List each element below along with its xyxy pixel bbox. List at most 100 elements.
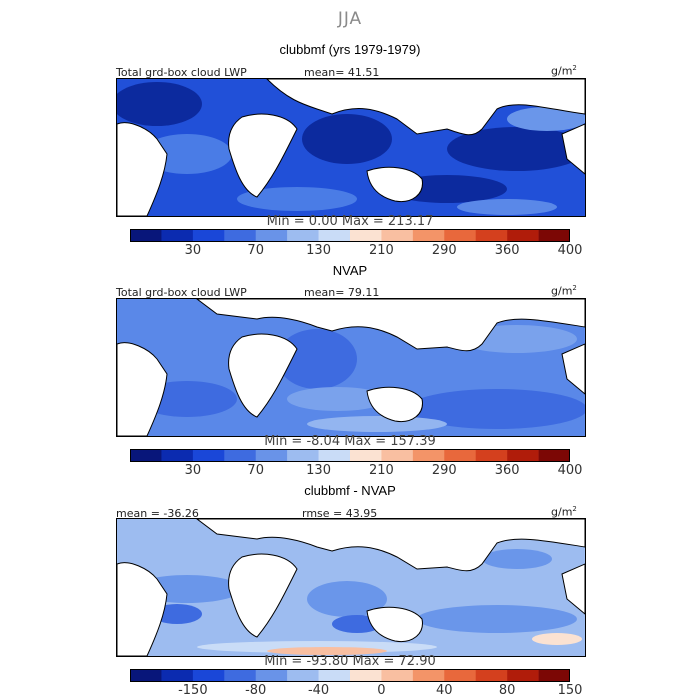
panel-3-map [116, 518, 586, 657]
colorbar-swatch [507, 449, 539, 462]
colorbar-swatch [318, 669, 351, 682]
map-field-dark-pacific [447, 127, 585, 171]
colorbar-swatch [444, 449, 477, 462]
colorbar-swatch [287, 669, 319, 682]
colorbar-swatch [412, 229, 445, 242]
colorbar-swatch [130, 669, 162, 682]
panel-3-minmax: Min = -93.80 Max = 72.90 [264, 654, 436, 669]
map-land-americas [117, 342, 168, 436]
colorbar-swatch [381, 449, 414, 462]
panel-2-units: g/m2 [551, 284, 577, 298]
map-land-eurasia [266, 79, 585, 136]
colorbar-swatch [507, 669, 539, 682]
colorbar-tick-label: 30 [184, 243, 202, 258]
colorbar-swatch [192, 449, 225, 462]
panel-2-map [116, 298, 586, 437]
panel-2-map-canvas [117, 299, 585, 436]
map-land-australia [366, 606, 423, 643]
map-field-mid-indian [307, 581, 387, 617]
colorbar-swatch [350, 669, 382, 682]
map-field-light-south [237, 187, 357, 211]
panel-2-minmax: Min = -8.04 Max = 157.39 [264, 434, 436, 449]
colorbar-swatch [507, 229, 539, 242]
panel-3-units-exponent: 2 [572, 505, 577, 513]
colorbar-swatch [130, 229, 162, 242]
colorbar-swatch [475, 229, 508, 242]
panel-1-units-text: g/m [551, 64, 573, 78]
colorbar-tick-label: 400 [557, 243, 583, 258]
colorbar-swatch [475, 669, 508, 682]
map-field-light-pacific [507, 107, 585, 131]
map-land-africa [228, 553, 298, 638]
colorbar-tick-label: -150 [178, 683, 208, 698]
map-field-positive-south [267, 647, 387, 655]
colorbar-tick-label: 360 [494, 243, 520, 258]
season-title: JJA [337, 9, 363, 29]
colorbar-swatch [350, 229, 382, 242]
colorbar-swatch [255, 449, 288, 462]
map-land-americas [117, 562, 168, 656]
colorbar-swatch [255, 669, 288, 682]
map-land-east-edge [561, 343, 585, 395]
colorbar-swatch [412, 669, 445, 682]
colorbar-tick-label: 290 [431, 243, 457, 258]
panel-1-units: g/m2 [551, 64, 577, 78]
colorbar-swatch [161, 669, 194, 682]
colorbar-swatch [412, 449, 445, 462]
colorbar-swatch [130, 449, 162, 462]
colorbar-swatch [287, 229, 319, 242]
colorbar-tick-label: 70 [247, 243, 264, 258]
colorbar-swatch [287, 449, 319, 462]
map-field-light-south [287, 387, 387, 411]
colorbar-tick-label: -80 [245, 683, 267, 698]
colorbar-frame [130, 449, 570, 462]
map-land-east-edge [561, 563, 585, 615]
colorbar-swatch [224, 449, 257, 462]
panel-1-units-exponent: 2 [572, 64, 577, 72]
panel-3-rmse-label: rmse = 43.95 [302, 507, 378, 520]
colorbar-swatch [538, 449, 570, 462]
panel-1-variable-label: Total grd-box cloud LWP [116, 66, 247, 79]
panel-2-colorbar-ticks: 30 70 130 210 290 360 400 [130, 463, 583, 479]
colorbar-frame [130, 229, 570, 242]
colorbar-swatch [350, 449, 382, 462]
map-field-mid-southpac [407, 389, 585, 429]
colorbar-swatch [255, 229, 288, 242]
panel-3-units-text: g/m [551, 505, 573, 519]
map-field-dark-indian [302, 114, 392, 164]
colorbar-swatch [381, 229, 414, 242]
colorbar-swatch [444, 229, 477, 242]
map-land-eurasia [196, 299, 585, 352]
colorbar-frame [130, 669, 570, 682]
map-field-light-southpac [457, 199, 557, 215]
colorbar-tick-label: 0 [377, 683, 386, 698]
colorbar-tick-label: 150 [557, 683, 583, 698]
map-field-mid-indian [277, 329, 357, 389]
colorbar-swatch [161, 229, 194, 242]
panel-2-units-exponent: 2 [572, 284, 577, 292]
colorbar-swatch [444, 669, 477, 682]
map-land-australia [366, 166, 423, 203]
panel-3-units: g/m2 [551, 505, 577, 519]
map-field-mid-southpac [417, 605, 577, 633]
panel-1-colorbar-ticks: 30 70 130 210 290 360 400 [130, 243, 583, 259]
map-land-eurasia [196, 519, 585, 572]
colorbar-swatch [538, 229, 570, 242]
colorbar-tick-label: 30 [184, 463, 202, 478]
map-field-lighter-south [307, 416, 447, 432]
colorbar-swatch [318, 449, 351, 462]
map-field-positive-east [532, 633, 582, 645]
panel-1-mean-label: mean= 41.51 [304, 66, 380, 79]
panel-2-variable-label: Total grd-box cloud LWP [116, 286, 247, 299]
colorbar-swatch [475, 449, 508, 462]
colorbar-tick-label: 290 [431, 463, 457, 478]
colorbar-swatch [224, 669, 257, 682]
colorbar-swatch [192, 669, 225, 682]
colorbar-tick-label: 360 [494, 463, 520, 478]
colorbar-tick-label: 130 [306, 243, 331, 258]
colorbar-swatch [538, 669, 570, 682]
map-land-africa [228, 333, 298, 418]
map-field-mid-pacific [482, 549, 552, 569]
panel-3-mean-label: mean = -36.26 [116, 507, 199, 520]
panel-1-colorbar [130, 229, 570, 242]
